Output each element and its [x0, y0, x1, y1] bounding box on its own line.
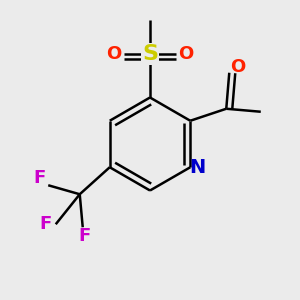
- Text: O: O: [106, 45, 122, 63]
- Text: O: O: [230, 58, 245, 76]
- Text: F: F: [78, 227, 90, 245]
- Text: O: O: [178, 45, 194, 63]
- Text: S: S: [142, 44, 158, 64]
- Text: F: F: [33, 169, 45, 187]
- Text: F: F: [39, 215, 51, 233]
- Text: N: N: [190, 158, 206, 177]
